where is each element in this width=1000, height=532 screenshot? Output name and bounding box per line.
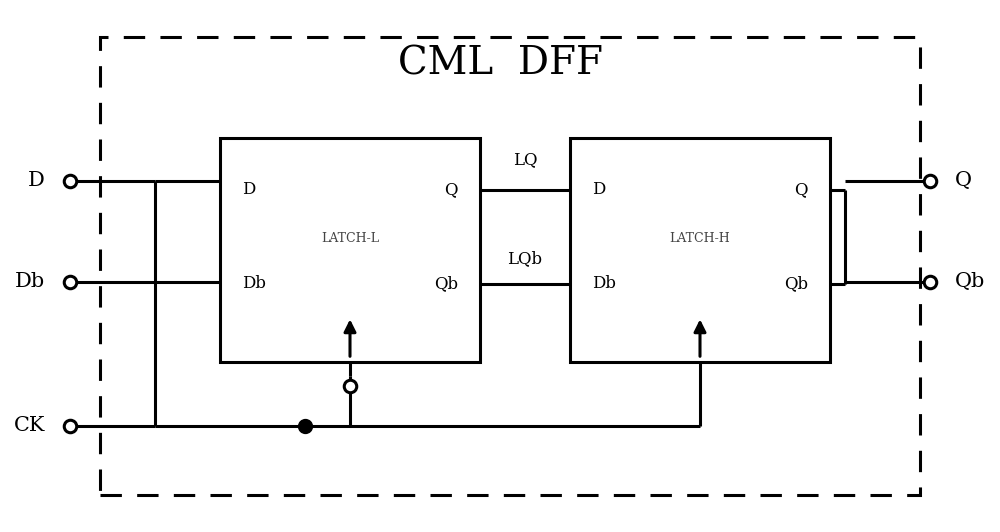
Text: D: D <box>242 181 255 198</box>
Text: LQ: LQ <box>513 152 537 169</box>
Text: Db: Db <box>592 275 616 292</box>
Text: LATCH-L: LATCH-L <box>321 232 379 245</box>
Bar <box>220 138 480 362</box>
Text: Q: Q <box>794 181 808 198</box>
Bar <box>570 138 830 362</box>
Text: Qb: Qb <box>434 275 458 292</box>
Text: LATCH-H: LATCH-H <box>670 232 730 245</box>
Text: CML  DFF: CML DFF <box>398 45 602 82</box>
Text: CK: CK <box>14 416 45 435</box>
Text: LQb: LQb <box>507 251 543 268</box>
Text: Qb: Qb <box>955 272 985 292</box>
Text: D: D <box>28 171 45 190</box>
Text: Q: Q <box>955 171 972 190</box>
Text: Qb: Qb <box>784 275 808 292</box>
Text: Db: Db <box>15 272 45 292</box>
Text: Db: Db <box>242 275 266 292</box>
Text: D: D <box>592 181 605 198</box>
Bar <box>100 37 920 495</box>
Text: Q: Q <box>444 181 458 198</box>
